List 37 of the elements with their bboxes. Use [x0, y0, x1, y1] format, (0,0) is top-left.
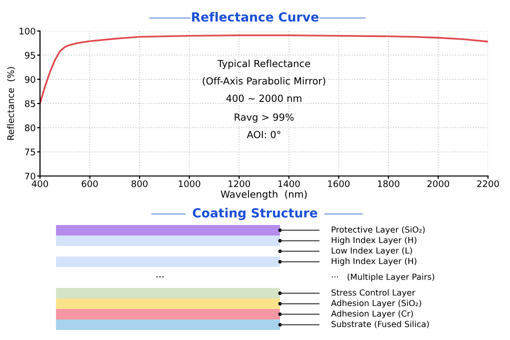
- category-label: Stress Control Layer: [332, 289, 416, 298]
- category-label: Protective Layer (SiO₂): [332, 226, 425, 234]
- category-label: Substrate (Fused Silica): [332, 320, 429, 328]
- y-tick-label: 95: [24, 52, 36, 59]
- y-tick-label: 80: [24, 124, 36, 132]
- x-tick-label: 1800: [378, 180, 400, 188]
- annotation: Typical Reflectance: [217, 60, 310, 70]
- text: ···: [156, 276, 164, 278]
- y-tick-label: 70: [25, 172, 36, 180]
- x-tick-label: 1000: [178, 180, 200, 188]
- annotation: AOI: 0°: [246, 130, 280, 138]
- annotation: Ravg > 99%: [234, 113, 294, 123]
- annotation: (Off-Axis Parabolic Mirror): [202, 77, 326, 86]
- x-tick-label: 600: [82, 180, 98, 188]
- text: Coating Structure: [192, 208, 318, 220]
- chart-title: Reflectance Curve: [192, 12, 318, 22]
- category-label: High Index Layer (H): [332, 258, 416, 266]
- y-tick-label: 100: [20, 28, 36, 35]
- x-axis-title: Wavelength (nm): [220, 190, 307, 200]
- x-tick-label: 400: [32, 180, 48, 188]
- y-tick-label: 75: [25, 148, 36, 156]
- x-tick-label: 1400: [278, 180, 300, 188]
- y-axis-title: Reflectance (%): [7, 67, 16, 140]
- category-label: Adhesion Layer (SiO₂): [331, 300, 422, 308]
- category-label: ··· (Multiple Layer Pairs): [332, 273, 434, 282]
- x-tick-label: 2200: [477, 180, 499, 188]
- category-label: Low Index Layer (L): [332, 247, 412, 256]
- x-tick-label: 800: [132, 180, 148, 188]
- x-tick-label: 1600: [328, 180, 350, 188]
- line-series: [40, 34, 488, 104]
- x-tick-label: 2000: [427, 180, 450, 188]
- category-label: High Index Layer (H): [332, 236, 416, 245]
- y-tick-label: 90: [24, 76, 36, 83]
- annotation: 400 ~ 2000 nm: [226, 94, 302, 102]
- x-tick-label: 1200: [228, 180, 250, 188]
- category-label: Adhesion Layer (Cr): [331, 310, 413, 318]
- y-tick-label: 85: [24, 100, 36, 108]
